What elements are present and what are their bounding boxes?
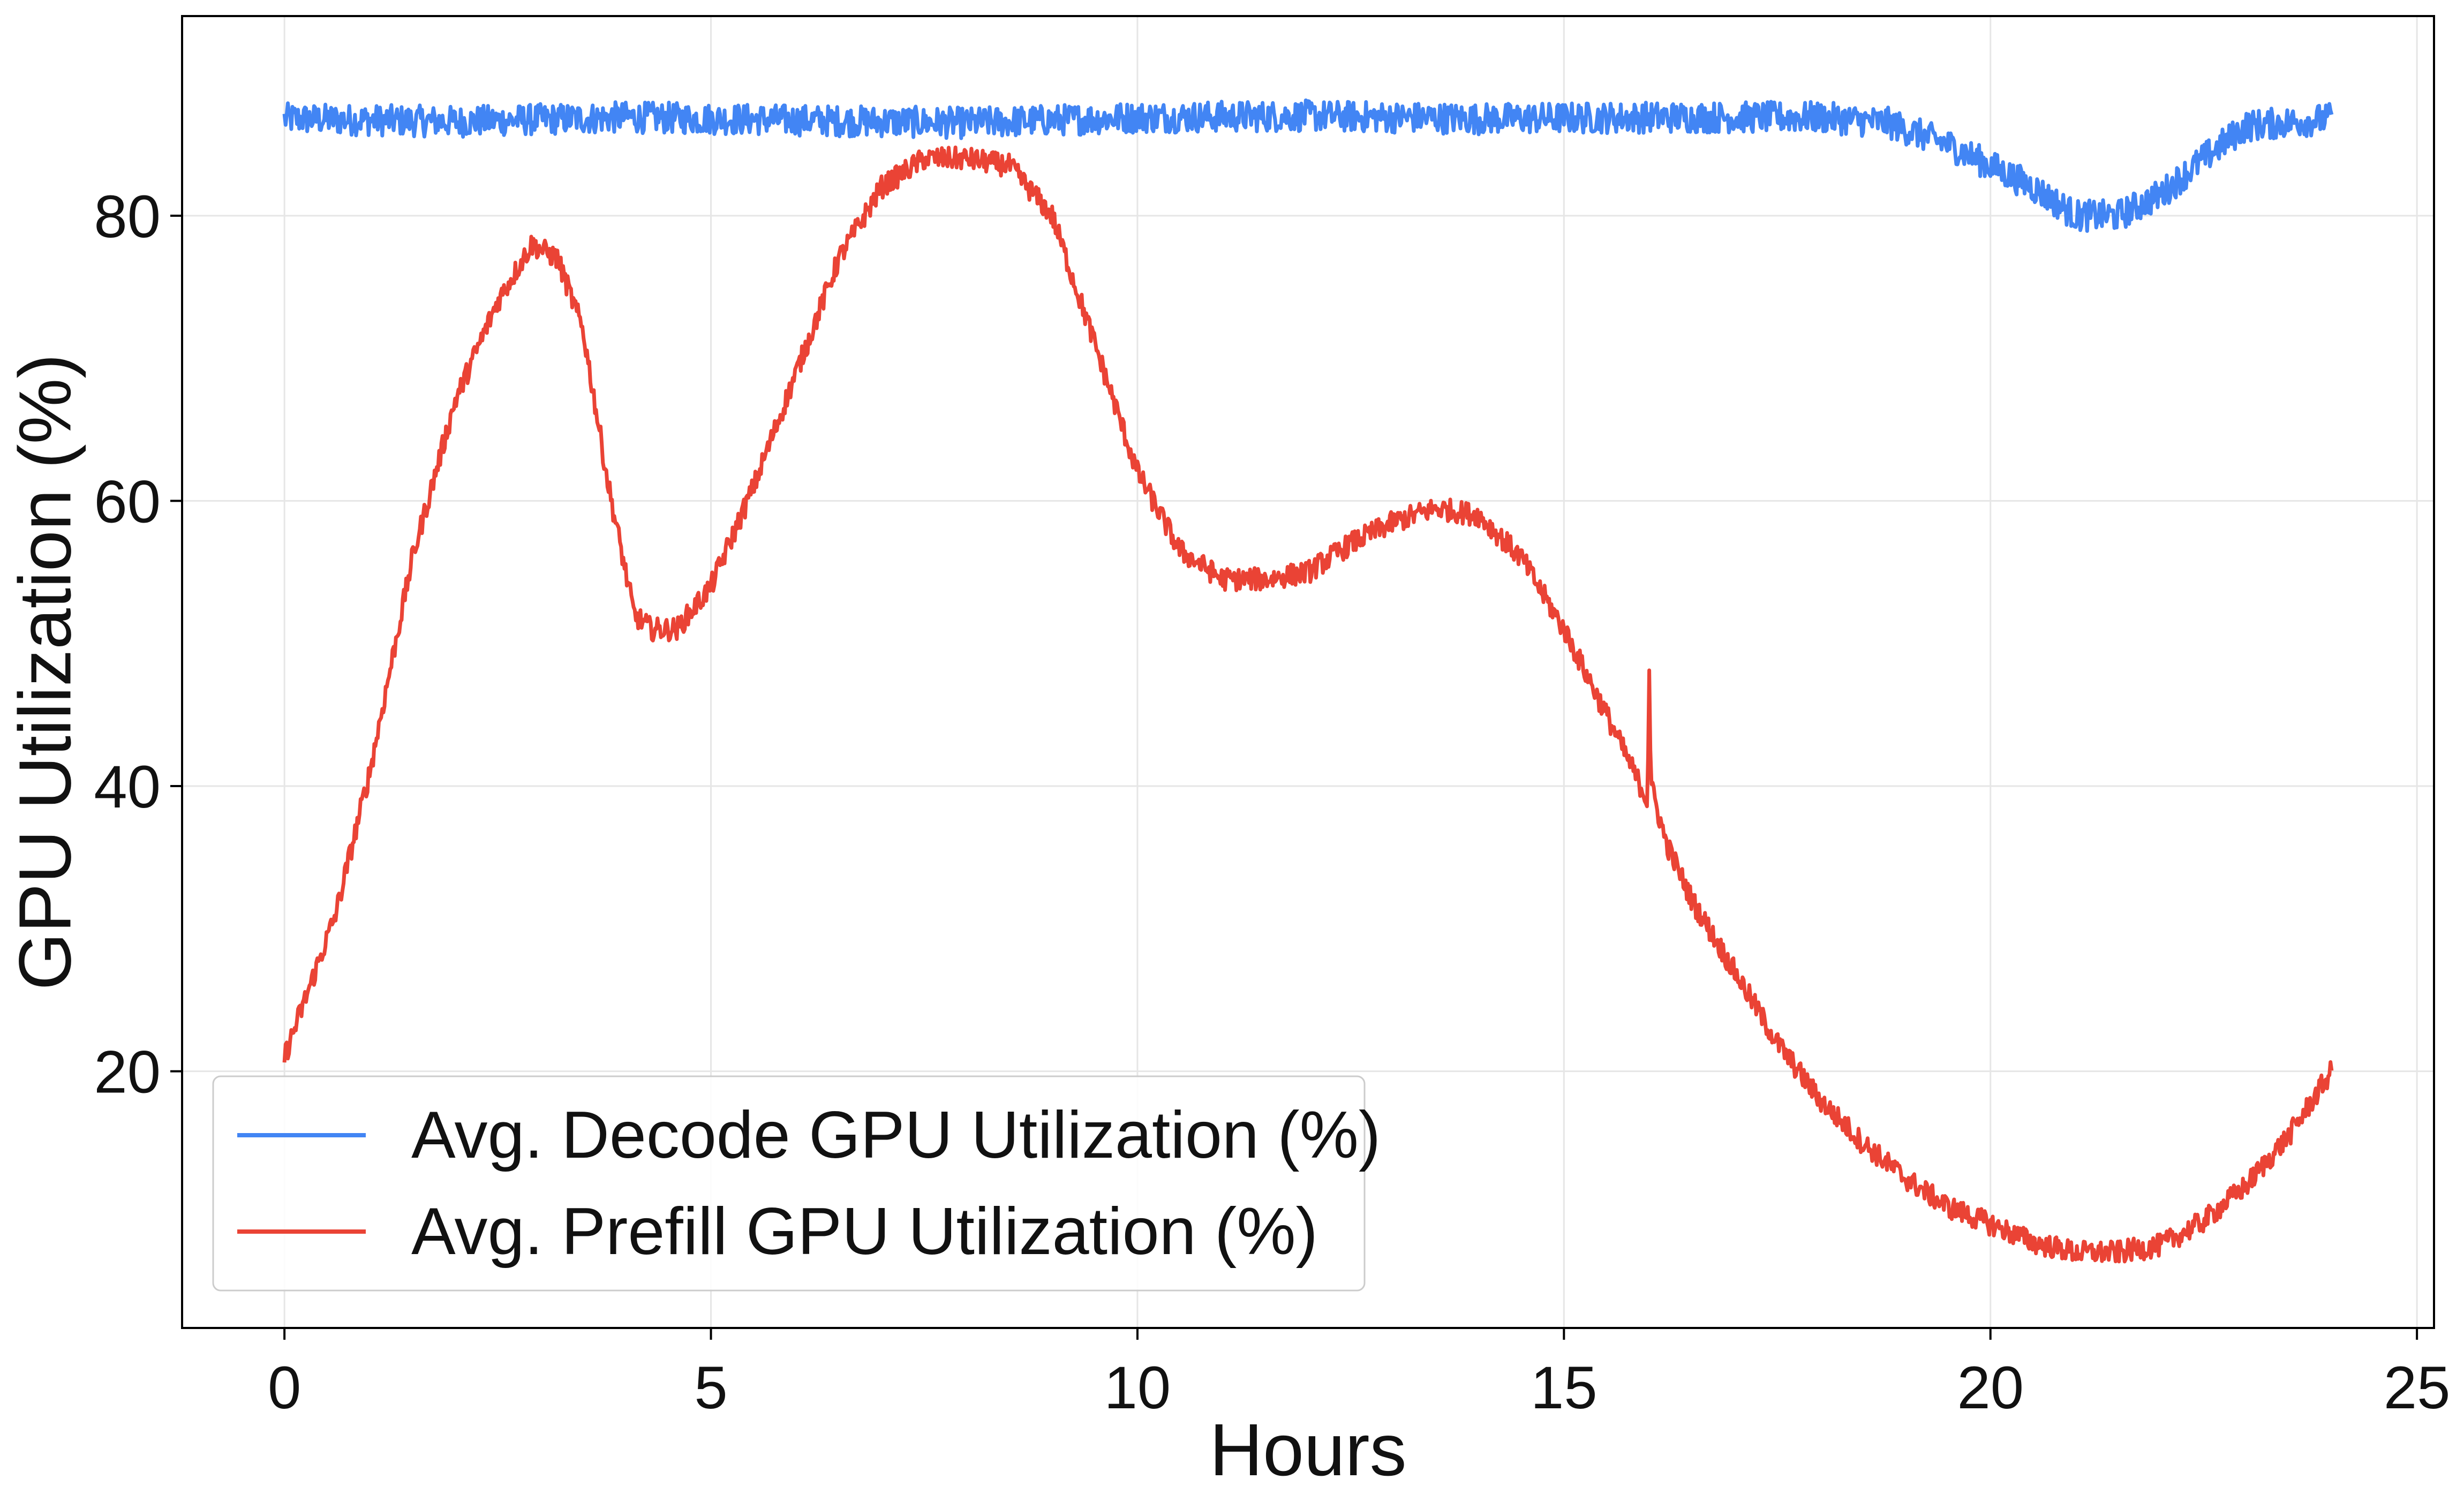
y-tick-label: 80 <box>94 183 161 250</box>
y-tick-label: 20 <box>94 1039 161 1106</box>
plot-frame <box>181 15 2435 1329</box>
x-tick-label: 20 <box>1957 1354 2024 1421</box>
legend: Avg. Decode GPU Utilization (%) Avg. Pre… <box>212 1075 1381 1292</box>
x-tick-label: 0 <box>268 1354 301 1421</box>
legend-box <box>212 1075 1366 1292</box>
y-tick-label: 40 <box>94 753 161 820</box>
x-tick-label: 10 <box>1104 1354 1171 1421</box>
decode-series-line <box>282 98 2334 233</box>
y-tick-label: 60 <box>94 468 161 535</box>
legend-label-decode: Avg. Decode GPU Utilization (%) <box>411 1098 1381 1172</box>
legend-label-prefill: Avg. Prefill GPU Utilization (%) <box>411 1195 1318 1269</box>
series-layer <box>282 98 2334 1264</box>
x-axis-title: Hours <box>1209 1409 1406 1491</box>
x-tick-label: 25 <box>2384 1354 2451 1421</box>
x-tick-label: 15 <box>1531 1354 1598 1421</box>
prefill-series-line <box>282 145 2334 1264</box>
y-axis-title: GPU Utilization (%) <box>4 354 86 991</box>
ticks-layer: 0 5 10 15 20 25 20 40 60 80 <box>94 183 2450 1421</box>
x-tick-label: 5 <box>694 1354 727 1421</box>
